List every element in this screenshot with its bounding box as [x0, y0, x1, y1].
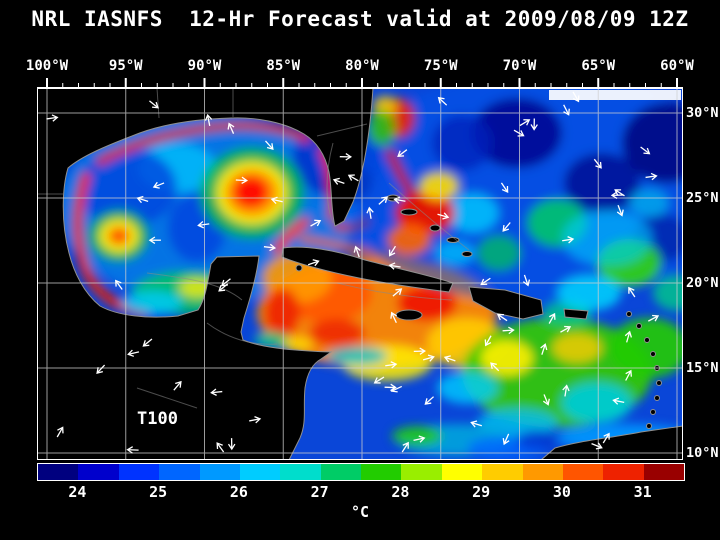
land-layer	[37, 88, 683, 460]
colorbar-segment	[38, 464, 79, 480]
lat-label: 15°N	[686, 360, 719, 376]
colorbar-segment	[361, 464, 402, 480]
map-frame: T100	[37, 78, 683, 460]
colorbar-segment	[401, 464, 442, 480]
colorbar-segment	[643, 464, 684, 480]
colorbar-segment	[280, 464, 321, 480]
colorbar-segment	[118, 464, 160, 480]
axis-ticks	[46, 78, 678, 88]
lat-label: 25°N	[686, 190, 719, 206]
colorbar-tick: 25	[149, 483, 168, 501]
overlay-label-t100: T100	[137, 409, 178, 429]
land-puerto-rico	[563, 308, 589, 320]
colorbar-tick: 28	[391, 483, 410, 501]
land-cuba	[281, 246, 454, 293]
land-jamaica	[395, 309, 423, 321]
colorbar-segment	[522, 464, 563, 480]
colorbar-tick: 29	[472, 483, 491, 501]
lon-label: 65°W	[581, 58, 616, 74]
colorbar-segment	[78, 464, 119, 480]
colorbar-segment	[199, 464, 240, 480]
colorbar-segment	[482, 464, 523, 480]
colorbar-segment	[562, 464, 604, 480]
colorbar-units-label: °C	[350, 503, 370, 521]
land-bahamas	[446, 237, 460, 243]
colorbar-segment	[441, 464, 483, 480]
colorbar-segment	[239, 464, 281, 480]
lon-label: 70°W	[502, 58, 537, 74]
lat-label: 10°N	[686, 445, 719, 461]
land-antilles	[656, 380, 662, 386]
land-bahamas	[400, 208, 418, 216]
coast-detail-lines	[37, 88, 470, 409]
land-antilles	[644, 337, 650, 343]
land-antilles	[654, 395, 660, 401]
colorbar-tick: 24	[68, 483, 87, 501]
lon-label: 100°W	[25, 58, 69, 74]
lon-label: 75°W	[423, 58, 458, 74]
lon-label: 95°W	[108, 58, 143, 74]
land-hispaniola	[468, 286, 544, 320]
colorbar-segment	[320, 464, 361, 480]
lat-label: 20°N	[686, 275, 719, 291]
colorbar	[37, 463, 685, 481]
land-isle	[295, 264, 303, 272]
forecast-map: T100	[37, 78, 683, 460]
colorbar-tick: 26	[229, 483, 248, 501]
lon-label: 60°W	[660, 58, 694, 74]
lon-label: 80°W	[345, 58, 379, 74]
colorbar-segment	[159, 464, 200, 480]
land-south-america	[540, 425, 683, 460]
colorbar-tick-labels: 24 25 26 27 28 29 30 31	[37, 483, 683, 501]
land-antilles	[626, 311, 632, 317]
lon-label: 90°W	[187, 58, 222, 74]
land-antilles	[650, 409, 656, 415]
lon-label: 85°W	[266, 58, 301, 74]
land-bahamas	[429, 224, 441, 232]
nodata-band	[549, 90, 681, 100]
land-bahamas	[461, 251, 473, 257]
latitude-axis-right: 30°N 25°N 20°N 15°N 10°N	[686, 88, 720, 461]
land-antilles	[646, 423, 652, 429]
colorbar-tick: 27	[310, 483, 329, 501]
latitude-axis-left: 30°N25°N20°N15°N10°N	[0, 88, 70, 461]
land-antilles	[650, 351, 656, 357]
map-border	[37, 87, 683, 460]
colorbar-tick: 31	[633, 483, 652, 501]
colorbar-tick: 30	[552, 483, 571, 501]
land-antilles	[636, 323, 642, 329]
longitude-axis: 100°W 95°W 90°W 85°W 80°W 75°W 70°W 65°W 60°W	[26, 58, 694, 78]
colorbar-segment	[603, 464, 644, 480]
lat-label: 30°N	[686, 105, 719, 121]
graticule	[37, 88, 683, 460]
page-title: NRL IASNFS 12-Hr Forecast valid at 2009/…	[31, 7, 689, 31]
